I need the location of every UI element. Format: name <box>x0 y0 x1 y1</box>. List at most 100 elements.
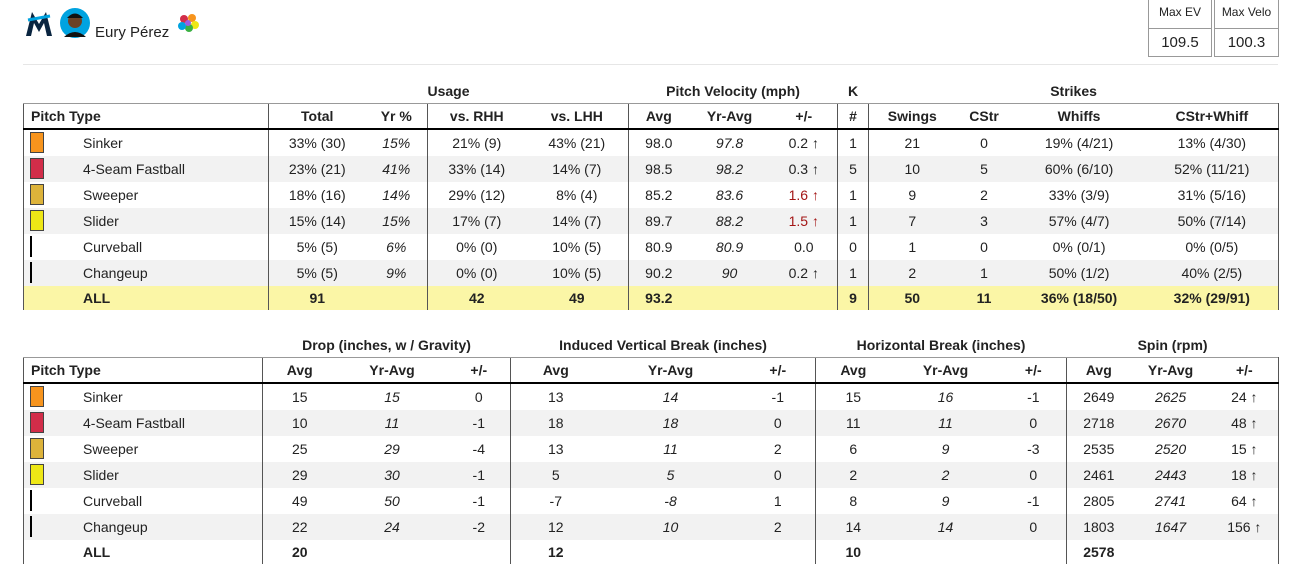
table-cell: 48 ↑ <box>1210 410 1280 436</box>
total-cell: 10 <box>815 540 891 564</box>
table-cell: 89.7 <box>628 208 689 234</box>
table-cell: 8 <box>815 488 891 514</box>
pitch-row: Slider 15% (14) 15% 17% (7) 14% (7) 89.7 88.2 1… <box>23 208 1280 234</box>
table-cell: 11 <box>815 410 891 436</box>
pitch-name: Sweeper <box>23 436 263 462</box>
table-cell: 97.8 <box>715 135 744 151</box>
table-cell: 50% (1/2) <box>1012 260 1146 286</box>
table-cell: -8 <box>664 493 677 509</box>
pitch-mix-icon <box>178 14 199 32</box>
column-header: # <box>837 103 869 130</box>
pitch-swatch <box>30 132 44 153</box>
pitch-movement-table: Drop (inches, w / Gravity) Induced Vertic… <box>23 333 1280 564</box>
table-cell: 50 <box>384 493 400 509</box>
table-cell: 49 <box>262 488 337 514</box>
table-cell: 9 <box>941 441 950 457</box>
pitch-swatch <box>30 412 44 433</box>
table-cell: 0 <box>474 389 483 405</box>
table-cell: 57% (4/7) <box>1012 208 1146 234</box>
total-cell <box>688 286 771 310</box>
table-cell: 15 <box>262 383 337 410</box>
stat-value: 100.3 <box>1227 34 1266 51</box>
column-header: Yr % <box>365 103 428 130</box>
column-header: vs. LHH <box>525 103 629 130</box>
column-header: +/- <box>447 357 511 384</box>
table-cell: 14% (7) <box>525 208 629 234</box>
table-cell: 18 <box>600 410 741 436</box>
column-header: Yr-Avg <box>336 357 448 384</box>
table-cell: 10% (5) <box>552 239 602 255</box>
column-header: Yr-Avg <box>600 357 741 384</box>
table-cell: 19% (4/21) <box>1044 135 1114 151</box>
pitch-name: Sinker <box>23 129 269 156</box>
table-cell: 3 <box>955 208 1013 234</box>
table-cell: 29 <box>262 462 337 488</box>
column-header: Whiffs <box>1012 103 1146 130</box>
table-cell: 0 <box>837 234 869 260</box>
column-header: Avg <box>1066 357 1131 384</box>
column-header-row: Pitch Type Avg Yr-Avg +/- Avg Yr-Avg +/- Avg Yr-… <box>23 357 1280 384</box>
group-header: Induced Vertical Break (inches) <box>559 337 767 353</box>
stat-value: 109.5 <box>1161 34 1199 51</box>
table-cell: 14% <box>382 187 411 203</box>
column-header: Avg <box>510 357 601 384</box>
table-cell: 90 <box>688 260 771 286</box>
pitch-swatch <box>30 490 32 511</box>
total-row: ALL 91 42 49 93.2 9 50 11 36% (18/50) 32% (29/91) <box>23 286 1280 310</box>
table-cell: 2 <box>980 187 988 203</box>
table-cell: 12 <box>510 514 601 540</box>
table-cell: 40% (2/5) <box>1145 260 1280 286</box>
table-cell: 2 <box>773 441 782 457</box>
column-header: Pitch Type <box>23 357 263 384</box>
table-cell: 5 <box>837 156 869 182</box>
total-cell: 2578 <box>1066 540 1131 564</box>
table-cell: 0.2 ↑ <box>788 135 819 151</box>
table-cell: -1 <box>771 389 784 405</box>
stat-label: Max EV <box>1149 0 1211 29</box>
pitch-row: Changeup 5% (5) 9% 0% (0) 10% (5) 90.2 90 0.2 ↑… <box>23 260 1280 286</box>
table-cell: 1803 <box>1066 514 1131 540</box>
table-cell: 8% (4) <box>556 187 598 203</box>
table-cell: 21% (9) <box>427 129 526 156</box>
table-cell: 24 <box>336 514 448 540</box>
total-cell <box>1210 540 1280 564</box>
table-cell: 0 <box>980 135 988 151</box>
table-cell: 10 <box>262 410 337 436</box>
pitch-swatch <box>30 386 44 407</box>
table-cell: 13 <box>510 436 601 462</box>
table-cell: 10% (5) <box>525 260 629 286</box>
table-cell: 60% (6/10) <box>1012 156 1146 182</box>
group-header: Strikes <box>1050 83 1097 99</box>
table-cell: 1647 <box>1130 514 1211 540</box>
pitch-name: 4-Seam Fastball <box>23 410 263 436</box>
table-cell: 0 <box>1000 410 1067 436</box>
table-cell: 90.2 <box>628 260 689 286</box>
group-header: Drop (inches, w / Gravity) <box>302 337 471 353</box>
table-cell: 0.3 ↑ <box>770 156 838 182</box>
column-header: CStr+Whiff <box>1145 103 1280 130</box>
table-cell: 1.5 ↑ <box>770 208 838 234</box>
group-header-row: Drop (inches, w / Gravity) Induced Vertic… <box>24 333 1279 358</box>
table-cell: 85.2 <box>628 182 689 208</box>
table-cell: 21 <box>868 129 956 156</box>
pitch-name: Curveball <box>23 488 263 514</box>
total-cell <box>365 286 428 310</box>
total-cell <box>337 540 448 564</box>
table-cell: -1 <box>1027 389 1040 405</box>
column-header-row: Pitch Type Total Yr % vs. RHH vs. LHH Avg Yr-A… <box>23 103 1280 130</box>
table-cell: 1 <box>837 208 869 234</box>
table-cell: -1 <box>1027 493 1040 509</box>
total-cell: 36% (18/50) <box>1012 286 1146 310</box>
stat-box: Max Velo 100.3 <box>1214 0 1279 57</box>
table-cell: 11 <box>663 441 678 457</box>
pitch-row: Curveball 49 50 -1 -7 -8 1 8 9 -1 2805 2741 64 ↑ <box>23 488 1280 514</box>
column-header: CStr <box>955 103 1013 130</box>
table-cell: 2 <box>868 260 956 286</box>
table-cell: -4 <box>472 441 485 457</box>
table-cell: 43% (21) <box>548 135 606 151</box>
table-cell: 2741 <box>1154 493 1187 509</box>
table-cell: -3 <box>1027 441 1040 457</box>
table-cell: 2805 <box>1066 488 1131 514</box>
total-cell: 9 <box>837 286 869 310</box>
column-header: Yr-Avg <box>1130 357 1211 384</box>
